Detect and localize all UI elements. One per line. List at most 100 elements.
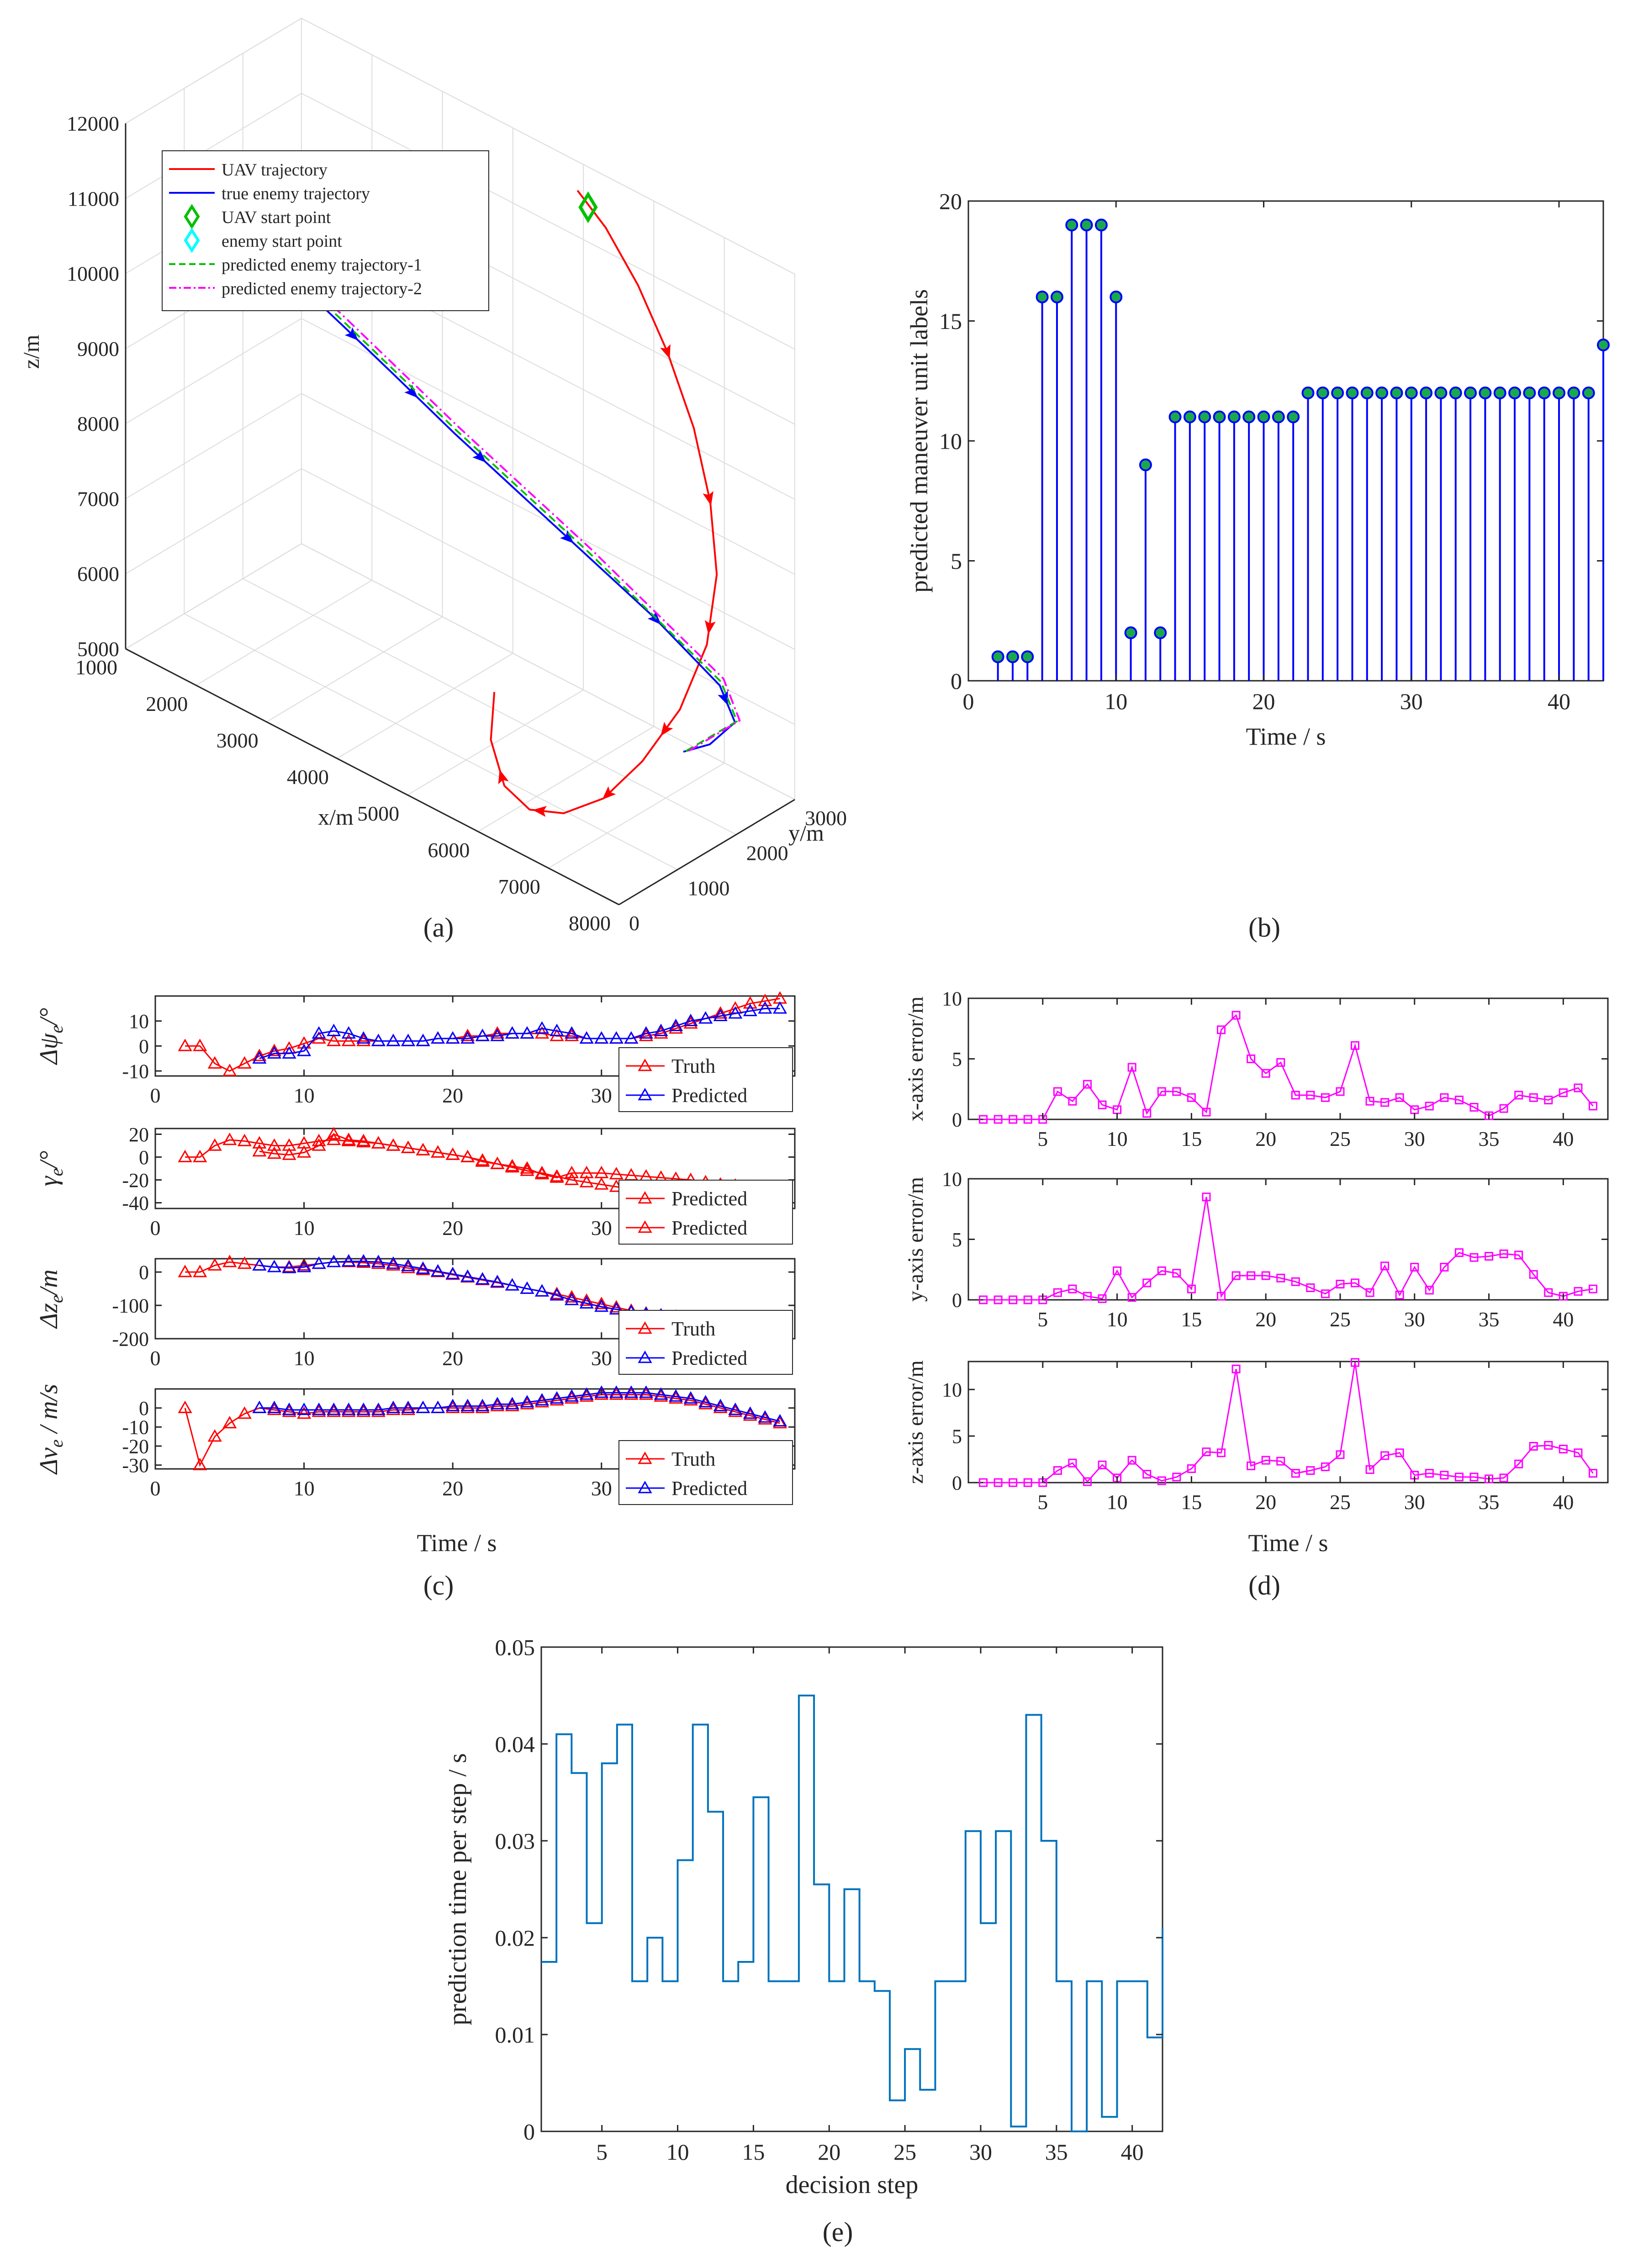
c-data-marker: [490, 1156, 505, 1169]
c-data-marker: [609, 1166, 624, 1180]
c-ylabel-3: Δze/m: [35, 1269, 67, 1329]
stem-marker: [1094, 218, 1108, 232]
c-data-marker: [178, 1265, 192, 1277]
d-data-marker: [979, 1295, 988, 1304]
c-data-marker: [654, 1023, 668, 1036]
c-data-marker: [371, 1404, 386, 1417]
d-data-marker: [1588, 1284, 1597, 1293]
c-data-marker: [296, 1402, 312, 1415]
d-series-line: [983, 1014, 1594, 1120]
c2-ytick-label: -20: [122, 1169, 149, 1192]
d-data-marker: [1261, 1271, 1270, 1280]
c-data-marker: [178, 1039, 192, 1051]
stem-marker: [1493, 387, 1506, 399]
c-legend-label: Predicted: [671, 1187, 747, 1210]
c-data-marker: [534, 1284, 550, 1297]
d-data-marker: [1127, 1063, 1136, 1072]
d-data-marker: [1321, 1462, 1330, 1471]
c-ylabel-4: Δve / m/s: [35, 1384, 67, 1475]
aircraft-marker: [532, 805, 547, 817]
c-data-marker: [475, 1154, 490, 1167]
c-data-marker: [639, 1028, 654, 1041]
d2-xtick-label: 10: [1107, 1308, 1128, 1331]
d-data-marker: [979, 1115, 988, 1124]
z-tick-label: 5000: [77, 637, 119, 661]
c-data-marker: [668, 1391, 683, 1404]
z-axis-label: z/m: [18, 334, 44, 369]
d-subplot-3: 5 10 15 20 25 30 35 40 0 5 10: [942, 1358, 1609, 1514]
d-data-marker: [1574, 1448, 1583, 1457]
d-data-marker: [1336, 1087, 1345, 1096]
c-data-marker: [624, 1385, 639, 1398]
c-data-marker: [401, 1402, 416, 1415]
d-data-marker: [1247, 1461, 1256, 1470]
c-data-marker: [639, 1387, 654, 1400]
d-data-marker: [1157, 1476, 1166, 1485]
wall-y-max: [301, 17, 795, 800]
d-data-marker: [1425, 1469, 1434, 1478]
c-data-marker: [520, 1397, 534, 1410]
d-ylabel-2: y-axis error/m: [904, 1177, 928, 1302]
d1-xtick-label: 35: [1479, 1127, 1500, 1150]
stem-marker: [1154, 626, 1167, 639]
x-tick-label: 2000: [146, 692, 188, 715]
d-data-marker: [994, 1295, 1003, 1304]
c-data-marker: [698, 1395, 713, 1408]
e-xtick-label: 15: [742, 2139, 765, 2165]
c-data-marker: [772, 1414, 787, 1427]
c-data-marker: [743, 996, 757, 1009]
c-data-marker: [386, 1402, 401, 1415]
d-data-marker: [1172, 1269, 1181, 1278]
c-data-marker: [594, 1387, 609, 1400]
c-data-marker: [609, 1300, 624, 1313]
stem-marker: [1316, 387, 1329, 399]
e-ytick-label: 0.01: [495, 2022, 535, 2048]
c-data-marker: [416, 1143, 430, 1155]
d3-xtick-label: 25: [1330, 1490, 1351, 1514]
c-data-marker: [267, 1044, 282, 1056]
c-data-marker: [565, 1290, 579, 1303]
c-data-marker: [252, 1400, 267, 1413]
c-ylabel-1: Δψe/°: [35, 1008, 67, 1065]
panel-b-stem-chart: 0 10 20 30 40 0 5 10 15 20 Time / s predicted maneu…: [905, 189, 1610, 750]
c-data-marker: [579, 1389, 594, 1402]
stem-marker: [1360, 387, 1374, 399]
c-data-marker: [550, 1391, 564, 1404]
c-legend-label: Predicted: [671, 1217, 747, 1239]
c-data-marker: [668, 1389, 683, 1402]
d2-xtick-label: 35: [1479, 1308, 1500, 1331]
panel-label-c: (c): [423, 1570, 454, 1600]
d1-xtick-label: 40: [1553, 1127, 1574, 1150]
trajectory-predicted-enemy-trajectory-2: [262, 240, 741, 752]
d3-ytick-label: 0: [952, 1472, 962, 1494]
d-data-marker: [1053, 1466, 1062, 1475]
c-data-marker: [296, 1036, 312, 1049]
c-legend-label: Truth: [671, 1318, 715, 1340]
c-data-marker: [282, 1261, 296, 1273]
d-data-marker: [1588, 1102, 1597, 1111]
c-data-marker: [609, 1387, 624, 1400]
aircraft-marker: [660, 344, 671, 359]
c-data-marker: [386, 1400, 401, 1413]
d-data-marker: [1216, 1292, 1226, 1301]
c-data-marker: [490, 1026, 505, 1039]
d1-ytick-label: 0: [952, 1108, 962, 1131]
c-data-marker: [550, 1023, 564, 1036]
d-data-marker: [1499, 1104, 1508, 1113]
b-ytick-label: 0: [951, 668, 962, 694]
c-data-marker: [207, 1258, 222, 1271]
e-xtick-label: 5: [596, 2139, 608, 2165]
c-data-marker: [341, 1254, 356, 1267]
c-data-marker: [758, 993, 772, 1007]
d-data-marker: [1231, 1364, 1241, 1373]
c-data-marker: [520, 1395, 534, 1408]
d-data-marker: [1365, 1097, 1374, 1106]
c-data-marker: [475, 1399, 490, 1411]
stem-marker: [1242, 410, 1256, 424]
d-data-marker: [1336, 1280, 1345, 1289]
c-data-marker: [371, 1033, 386, 1046]
c-data-marker: [237, 1056, 252, 1069]
d-data-marker: [1365, 1288, 1374, 1297]
c2-xtick-label: 0: [150, 1216, 161, 1240]
